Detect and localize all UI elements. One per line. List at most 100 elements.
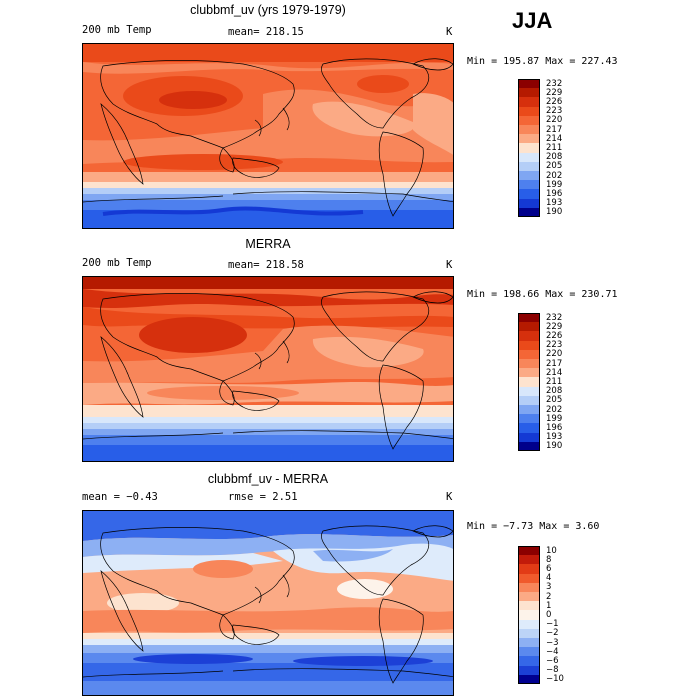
colorbar-label: 1 [546,600,552,611]
colorbar-label: 205 [546,161,563,172]
colorbar-label: 217 [546,358,563,369]
colorbar-label: 190 [546,441,563,452]
colorbar-label: 199 [546,179,563,190]
colorbar-swatch [518,377,540,387]
panel3-units: K [446,491,453,503]
panel2-map [82,276,454,462]
colorbar-label: 220 [546,349,563,360]
colorbar-swatch [518,189,540,199]
colorbar-swatch [518,564,540,574]
colorbar-label: −10 [546,674,564,685]
colorbar-swatch [518,619,540,629]
panel2-minmax: Min = 198.66 Max = 230.71 [467,289,618,300]
colorbar-label: 2 [546,591,552,602]
colorbar-swatch [518,582,540,592]
colorbar-swatch [518,152,540,162]
colorbar-label: 202 [546,170,563,181]
panel1-title: clubbmf_uv (yrs 1979-1979) [190,3,346,17]
colorbar-label: 232 [546,312,563,323]
colorbar-swatch [518,601,540,611]
panel3-mean: mean = −0.43 [82,491,158,503]
colorbar-swatch [518,97,540,107]
colorbar-label: 4 [546,573,552,584]
colorbar-swatch [518,674,540,684]
panel2-left-label: 200 mb Temp [82,257,152,269]
colorbar-label: 193 [546,198,563,209]
colorbar-swatch [518,207,540,217]
colorbar-label: 205 [546,395,563,406]
colorbar-label: −6 [546,655,559,666]
panel2-mean: mean= 218.58 [228,259,304,271]
colorbar-swatch [518,441,540,451]
panel1-map [82,43,454,229]
colorbar-swatch [518,349,540,359]
colorbar-swatch [518,161,540,171]
colorbar-swatch [518,395,540,405]
colorbar-swatch [518,656,540,666]
colorbar-label: 229 [546,321,563,332]
colorbar-label: 6 [546,563,552,574]
colorbar-swatch [518,171,540,181]
colorbar-label: −2 [546,628,559,639]
colorbar-label: 214 [546,367,563,378]
colorbar-swatch [518,573,540,583]
colorbar-swatch [518,134,540,144]
panel3-rmse: rmse = 2.51 [228,491,298,503]
colorbar-label: −1 [546,619,559,630]
colorbar-swatch [518,313,540,323]
colorbar-label: 223 [546,340,563,351]
colorbar-label: 0 [546,609,552,620]
colorbar-label: 220 [546,115,563,126]
colorbar-swatch [518,180,540,190]
colorbar-label: 226 [546,330,563,341]
colorbar-label: 8 [546,554,552,565]
colorbar-swatch [518,386,540,396]
colorbar-label: 232 [546,78,563,89]
colorbar-label: 208 [546,386,563,397]
colorbar-swatch [518,368,540,378]
colorbar-swatch [518,592,540,602]
colorbar-swatch [518,546,540,556]
colorbar-swatch [518,555,540,565]
colorbar-label: 10 [546,545,557,556]
colorbar-swatch [518,647,540,657]
colorbar-label: 199 [546,413,563,424]
colorbar-swatch [518,638,540,648]
colorbar-label: 193 [546,432,563,443]
colorbar-label: −4 [546,646,559,657]
colorbar-frame [518,313,540,451]
panel1-units: K [446,26,453,38]
colorbar-swatch [518,405,540,415]
panel1-left-label: 200 mb Temp [82,24,152,36]
panel1-mean: mean= 218.15 [228,26,304,38]
colorbar-swatch [518,125,540,135]
panel3-title: clubbmf_uv - MERRA [207,472,329,486]
colorbar-swatch [518,414,540,424]
colorbar-swatch [518,628,540,638]
colorbar-swatch [518,106,540,116]
panel2-title: MERRA [245,237,291,251]
colorbar-label: 229 [546,87,563,98]
colorbar-label: −8 [546,665,559,676]
colorbar-swatch [518,79,540,89]
colorbar-swatch [518,432,540,442]
panel2-units: K [446,259,453,271]
colorbar-swatch [518,610,540,620]
colorbar-frame [518,546,540,684]
colorbar-label: 211 [546,142,563,153]
colorbar-swatch [518,359,540,369]
colorbar-label: 223 [546,106,563,117]
colorbar-swatch [518,423,540,433]
colorbar-label: −3 [546,637,559,648]
colorbar-swatch [518,331,540,341]
colorbar-label: 217 [546,124,563,135]
colorbar-swatch [518,115,540,125]
colorbar-label: 196 [546,422,563,433]
colorbar-label: 190 [546,207,563,218]
colorbar-swatch [518,665,540,675]
season-label: JJA [512,8,553,33]
colorbar-swatch [518,143,540,153]
colorbar-swatch [518,322,540,332]
panel3-map [82,510,454,696]
colorbar-label: 214 [546,133,563,144]
